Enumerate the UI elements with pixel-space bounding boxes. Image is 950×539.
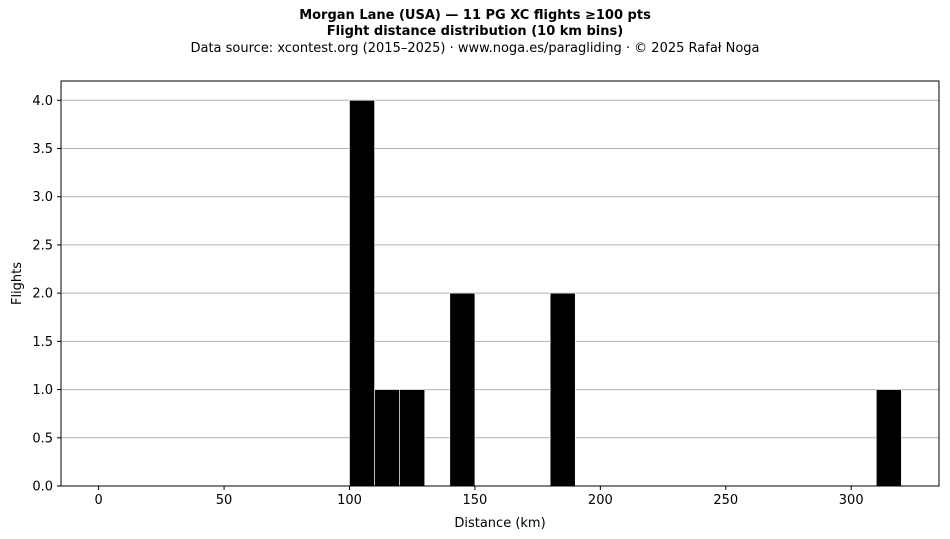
chart-title-line1: Morgan Lane (USA) — 11 PG XC flights ≥10…	[299, 8, 651, 23]
x-tick-label: 200	[588, 493, 613, 508]
plot-frame	[60, 80, 940, 487]
x-axis-label: Distance (km)	[454, 516, 545, 531]
y-axis-ticks: 0.0 0.5 1.0 1.5 2.0 2.5 3.0 3.5 4.0	[32, 94, 61, 495]
histogram-bar	[399, 389, 426, 487]
x-tick-label: 150	[463, 493, 488, 508]
bars	[349, 99, 902, 487]
chart-title-line2: Flight distance distribution (10 km bins…	[326, 24, 624, 39]
y-tick-label: 3.5	[32, 142, 53, 157]
histogram-bar	[349, 99, 375, 487]
x-tick-label: 50	[216, 493, 233, 508]
histogram-bar	[549, 292, 576, 487]
chart-header: Morgan Lane (USA) — 11 PG XC flights ≥10…	[0, 8, 950, 58]
grid-lines	[61, 99, 939, 487]
x-tick-label: 0	[94, 493, 102, 508]
y-tick-label: 0.0	[32, 480, 53, 495]
chart-subtitle: Data source: xcontest.org (2015–2025) · …	[190, 41, 760, 56]
y-tick-label: 2.5	[32, 238, 53, 253]
histogram-bar	[374, 389, 400, 487]
histogram-bar	[875, 389, 902, 487]
x-tick-label: 300	[839, 493, 864, 508]
histogram-bar	[449, 292, 476, 487]
x-tick-label: 100	[337, 493, 362, 508]
y-tick-label: 3.0	[32, 190, 53, 205]
y-tick-label: 1.5	[32, 335, 53, 350]
x-axis-ticks: 0 50 100 150 200 250 300	[94, 486, 864, 508]
y-tick-label: 0.5	[32, 431, 53, 446]
x-tick-label: 250	[713, 493, 738, 508]
y-tick-label: 2.0	[32, 287, 53, 302]
y-axis-label: Flights	[10, 262, 25, 305]
y-tick-label: 4.0	[32, 94, 53, 109]
y-tick-label: 1.0	[32, 383, 53, 398]
